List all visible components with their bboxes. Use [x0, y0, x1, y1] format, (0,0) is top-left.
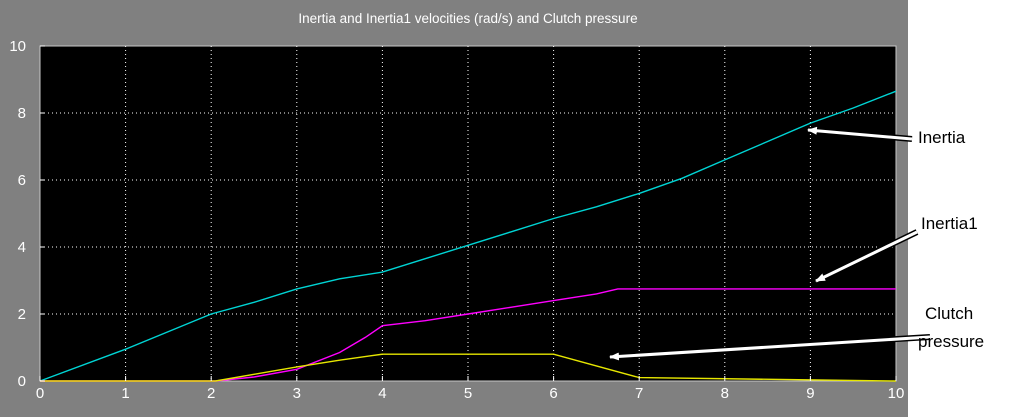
y-tick-label: 6	[18, 172, 26, 189]
label-inertia1: Inertia1	[921, 214, 978, 233]
y-tick-label: 0	[18, 373, 26, 390]
series-line-clutch-pressure	[40, 353, 897, 382]
x-tick-label: 9	[806, 385, 814, 402]
y-tick-label: 10	[9, 38, 26, 55]
x-tick-label: 2	[207, 385, 215, 402]
x-tick-label: 5	[464, 385, 472, 402]
x-tick-label: 3	[293, 385, 301, 402]
chart-title: Inertia and Inertia1 velocities (rad/s) …	[298, 11, 638, 26]
series-line-inertia1	[40, 288, 896, 382]
x-tick-label: 1	[121, 385, 129, 402]
x-tick-label: 0	[36, 385, 44, 402]
label-clutch: Clutch	[925, 304, 974, 323]
label-pressure: pressure	[918, 332, 985, 351]
x-tick-label: 7	[635, 385, 643, 402]
x-tick-label: 6	[549, 385, 557, 402]
plot-svg: 0 1 2 3 4 5 6 7 8 9 10 0 2 4 6 8 10	[9, 38, 905, 402]
scope-window: 0 1 2 3 4 5 6 7 8 9 10 0 2 4 6 8 10 Inertia and Inertia…	[0, 0, 908, 417]
y-tick-label: 2	[18, 306, 26, 323]
x-tick-label: 10	[888, 385, 905, 402]
x-tick-label: 8	[721, 385, 729, 402]
series-line-inertia	[39, 90, 897, 382]
label-inertia: Inertia	[918, 128, 966, 147]
y-tick-label: 8	[18, 105, 26, 122]
x-tick-label: 4	[378, 385, 386, 402]
y-tick-label: 4	[18, 239, 26, 256]
